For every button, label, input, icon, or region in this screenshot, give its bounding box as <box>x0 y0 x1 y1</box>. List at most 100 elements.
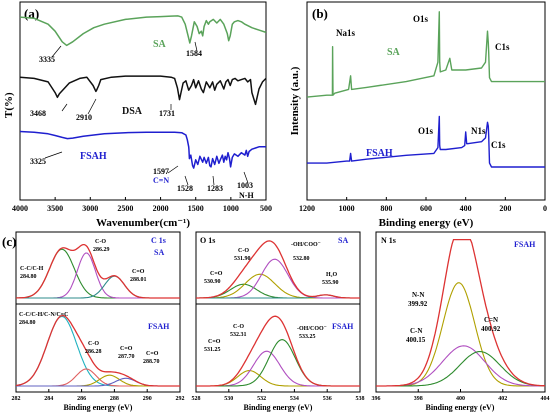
c1s-sa-peak2-value: 286.29 <box>93 247 110 253</box>
o1s-x-tick-label: 532 <box>257 396 266 402</box>
panel-a-x-tick-label: 3500 <box>47 204 63 213</box>
series-line-dsa <box>19 75 267 106</box>
n1s-x-tick-label: 398 <box>414 396 423 402</box>
panel-a-ylabel: T(%) <box>3 92 15 118</box>
annot-b-na1s: Na1s <box>336 28 355 38</box>
panel-b-x-tick-label: 1000 <box>339 204 355 213</box>
c1s-sa-peak2-label: C-O <box>95 239 106 245</box>
c1s-sa-peak1-label: C-C/C-H <box>20 266 44 272</box>
panel-a: (a) T(%) Wavenumber(cm⁻¹) 4000 3500 3000 25… <box>3 1 272 229</box>
annot-a-2910: 2910 <box>76 113 92 122</box>
panel-b-x-tick-label: 400 <box>460 204 472 213</box>
annot-a-1584: 1584 <box>186 49 202 58</box>
survey-line-fsah <box>307 115 545 168</box>
panel-a-x-tick-label: 500 <box>260 204 272 213</box>
n1s-peak2-label: C-N <box>410 327 422 335</box>
panel-b-x-tick-label: 200 <box>499 204 511 213</box>
o1s-row-sa: SA <box>338 236 348 245</box>
n1s-fsah-envelope <box>376 238 546 387</box>
panel-b-x-tick-label: 800 <box>380 204 392 213</box>
n1s-x-tick-label: 400 <box>456 396 465 402</box>
o1s-fsah-envelope <box>196 315 360 387</box>
o1s-sa-peak4-label: H₂O <box>326 272 337 278</box>
panel-a-x-tick-label: 2500 <box>117 204 133 213</box>
o1s-x-tick-label: 538 <box>356 396 365 402</box>
annot-a-1528: 1528 <box>177 184 193 193</box>
panel-b-tag: (b) <box>312 6 328 21</box>
annot-b-o1s-sa: O1s <box>413 14 429 24</box>
c1s-fsah-peak1-label: C-C/C-H/C-N/C=C <box>19 312 68 318</box>
o1s-sa-peak3-value: 532.80 <box>293 256 310 262</box>
c1s-fsah-peak3-value: 287.70 <box>118 354 135 360</box>
series-line-fsah <box>19 130 266 169</box>
o1s-xlabel: Binding energy (eV) <box>244 403 313 412</box>
n1s-x-tick-label: 396 <box>372 396 381 402</box>
c1s-fsah-peak4-label: C=O <box>146 351 159 357</box>
panel-b-xlabel: Binding energy (eV) <box>379 217 474 229</box>
o1s-fsah-peak2-value: 532.31 <box>230 332 247 338</box>
c1s-fsah-peak1-value: 284.80 <box>19 320 36 326</box>
o1s-x-tick-label: 528 <box>192 396 201 402</box>
panel-a-x-tick-label: 2000 <box>153 204 169 213</box>
c1s-x-tick-label: 292 <box>176 396 185 402</box>
o1s-x-tick-label: 530 <box>224 396 233 402</box>
c1s-sa-peak1-value: 284.80 <box>20 274 37 280</box>
c1s-x-tick-label: 288 <box>110 396 119 402</box>
survey-line-sa <box>306 11 545 98</box>
series-line-sa <box>19 15 267 47</box>
panel-b-x-tick-label: 0 <box>543 204 547 213</box>
o1s-title: O 1s <box>200 236 215 245</box>
c1s-fsah-envelope <box>15 314 180 387</box>
o1s-x-tick-label: 536 <box>323 396 332 402</box>
panel-a-x-tick-label: 1000 <box>223 204 239 213</box>
annot-a-1597: 1597 <box>153 167 169 176</box>
n1s-peak1-label: N-N <box>412 291 424 299</box>
series-label-sa: SA <box>153 39 167 50</box>
c1s-x-tick-label: 290 <box>143 396 152 402</box>
annot-a-1731: 1731 <box>159 109 175 118</box>
o1s-sa-peak4-value: 535.90 <box>322 280 339 286</box>
c1s-xlabel: Binding energy (eV) <box>64 403 133 412</box>
o1s-row-fsah: FSAH <box>332 322 354 331</box>
annot-a-nh: N-H <box>239 191 254 200</box>
c1s-sa-peak3-value: 288.01 <box>130 277 147 283</box>
panel-b-ylabel: Intensity (a.u.) <box>289 66 301 135</box>
n1s-peak2-value: 400.15 <box>406 336 426 344</box>
o1s-sa-envelope <box>196 240 360 299</box>
c1s-sa-peak3-label: C=O <box>132 269 145 275</box>
o1s-sa-peak2-value: 531.90 <box>234 256 251 262</box>
o1s-fsah-peak2-label: C-O <box>233 324 244 330</box>
panel-c: (c) C 1s SA FSAH Binding energy (eV) 282… <box>2 231 550 412</box>
n1s-title: N 1s <box>381 236 396 245</box>
c1s-title: C 1s <box>151 236 166 245</box>
n1s-fsah-fit-3 <box>376 351 545 387</box>
annot-a-3468: 3468 <box>30 109 46 118</box>
panel-b: (b) Intensity (a.u.) Binding energy (eV)… <box>289 1 547 229</box>
annot-b-c1s-sa: C1s <box>495 42 510 52</box>
c1s-fsah-peak2-value: 286.28 <box>85 349 102 355</box>
annot-a-1003: 1003 <box>237 181 253 190</box>
panel-a-xlabel: Wavenumber(cm⁻¹) <box>96 217 190 229</box>
o1s-fsah-peak3-value: 533.25 <box>299 334 316 340</box>
n1s-peak1-value: 399.92 <box>408 300 428 308</box>
o1s-frame <box>195 231 361 393</box>
panel-c-tag: (c) <box>2 234 16 249</box>
o1s-x-tick-label: 534 <box>290 396 299 402</box>
c1s-x-tick-label: 286 <box>77 396 86 402</box>
series-label-b-fsah: FSAH <box>366 148 393 159</box>
o1s-sa-peak3-label: -OH/COO⁻ <box>291 242 321 248</box>
annot-a-cn: C=N <box>153 176 169 185</box>
o1s-sa-peak2-label: C-O <box>238 248 249 254</box>
annot-a-3335: 3335 <box>39 55 55 64</box>
annot-a-arrows <box>44 41 249 186</box>
n1s-peak3-label: C=N <box>484 316 498 324</box>
annot-b-c1s-fsah: C1s <box>491 140 506 150</box>
panel-a-frame <box>19 1 267 201</box>
panel-b-x-tick-label: 600 <box>420 204 432 213</box>
c1s-fsah-peak3-label: C=O <box>120 346 133 352</box>
annot-a-1283: 1283 <box>207 184 223 193</box>
panel-a-x-tick-label: 1500 <box>188 204 204 213</box>
n1s-peak3-value: 400.92 <box>481 325 501 333</box>
c1s-fsah-peak2-label: C-O <box>88 341 99 347</box>
